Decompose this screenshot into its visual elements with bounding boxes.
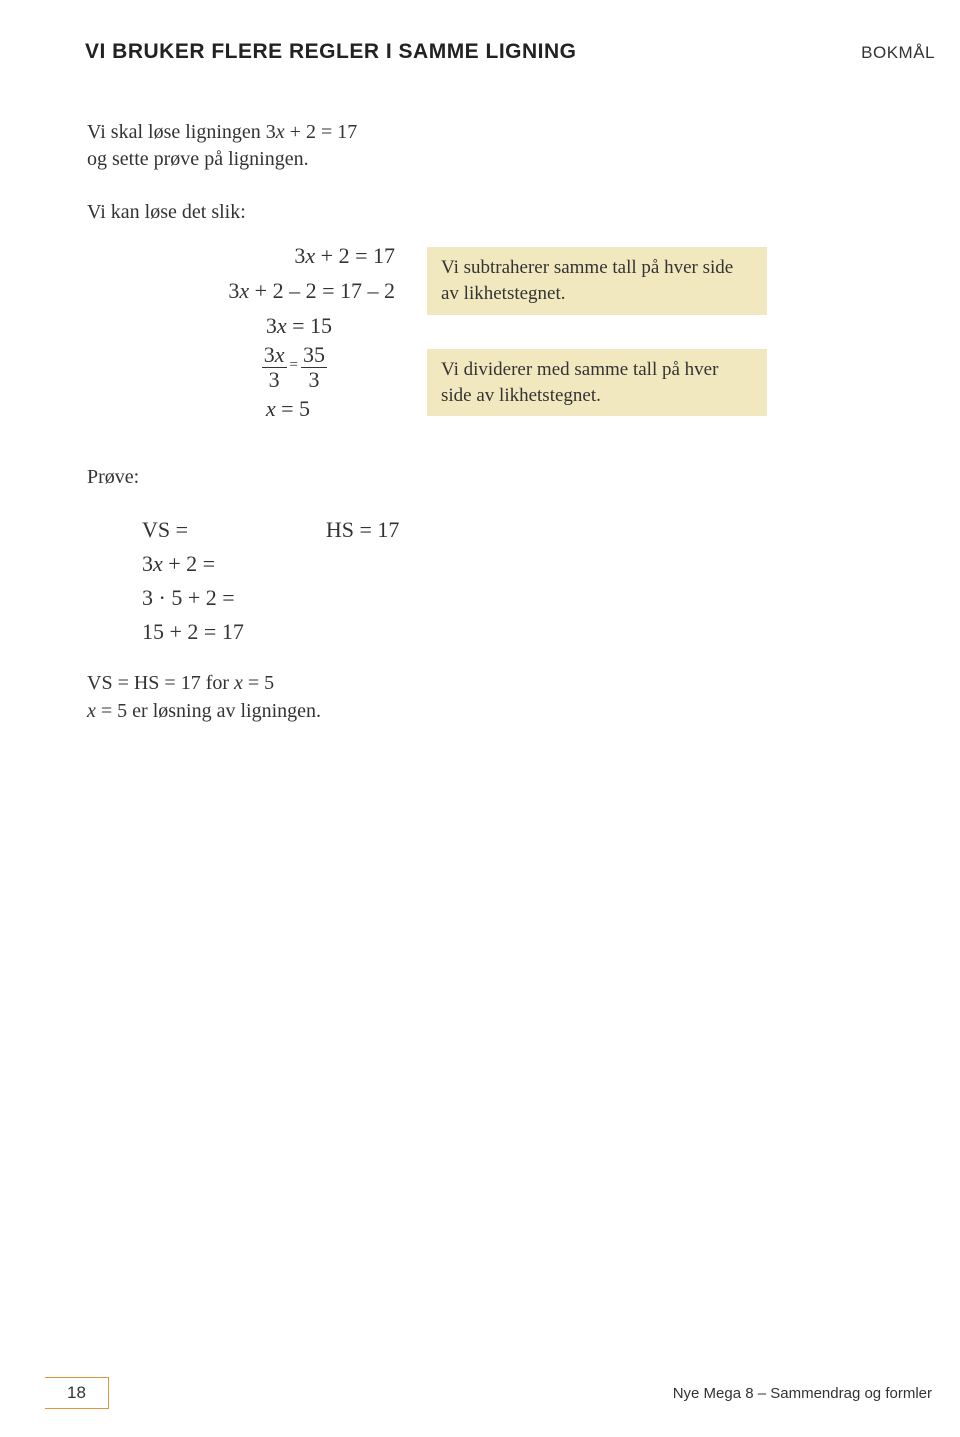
eq1-rest: + 2 = 17 [315, 243, 395, 268]
eq4-num-coeff: 3 [264, 342, 275, 367]
equation-line-1: 3x + 2 = 17 [135, 238, 395, 273]
conclusion-line1: VS = HS = 17 for x = 5 [87, 669, 905, 697]
prove-block: VS = 3x + 2 = 3 · 5 + 2 = 15 + 2 = 17 HS… [85, 511, 905, 651]
equation-line-4: 3x 3 = 35 3 [135, 344, 395, 391]
c1-prefix: VS = HS = 17 for [87, 672, 234, 694]
eq2-var: x [239, 278, 249, 303]
intro-paragraph: Vi skal løse ligningen 3x + 2 = 17 og se… [85, 119, 905, 173]
equation-line-3: 3x = 15 [135, 308, 395, 343]
eq3-coeff: 3 [266, 313, 277, 338]
eq2-coeff: 3 [228, 278, 239, 303]
language-label: BOKMÅL [861, 43, 935, 63]
page-title: VI BRUKER FLERE REGLER I SAMME LIGNING [85, 40, 577, 64]
eq4-right-fraction: 35 3 [301, 344, 327, 391]
intro-line1-var: x [276, 121, 285, 143]
explanation-notes: Vi subtraherer samme tall på hver side a… [427, 238, 905, 426]
eq4-num-var: x [275, 342, 285, 367]
worked-solution-row: 3x + 2 = 17 3x + 2 – 2 = 17 – 2 3x = 15 … [85, 238, 905, 426]
lead-text: Vi kan løse det slik: [85, 201, 905, 224]
vs1-rest: + 2 = [163, 551, 215, 576]
page-footer: 18 Nye Mega 8 – Sammendrag og formler [0, 1377, 960, 1409]
prove-table: VS = 3x + 2 = 3 · 5 + 2 = 15 + 2 = 17 HS… [140, 511, 481, 651]
hs-column: HS = 17 [326, 513, 480, 649]
vs1-coeff: 3 [142, 551, 153, 576]
eq1-coeff: 3 [294, 243, 305, 268]
vs1-var: x [153, 551, 163, 576]
equation-line-2: 3x + 2 – 2 = 17 – 2 [135, 273, 395, 308]
note-divide: Vi dividerer med samme tall på hver side… [427, 349, 767, 416]
conclusion-block: VS = HS = 17 for x = 5 x = 5 er løsning … [85, 669, 905, 725]
eq5-rest: = 5 [276, 396, 310, 421]
eq2-rest: + 2 – 2 = 17 – 2 [249, 278, 395, 303]
eq3-var: x [277, 313, 287, 338]
eq4-left-fraction: 3x 3 [262, 344, 287, 391]
hs-line: HS = 17 [326, 513, 400, 547]
vs-column: VS = 3x + 2 = 3 · 5 + 2 = 15 + 2 = 17 [142, 513, 324, 649]
c2-var: x [87, 700, 96, 722]
note-subtract: Vi subtraherer samme tall på hver side a… [427, 247, 767, 314]
vs-line1: 3x + 2 = [142, 547, 244, 581]
page-header: VI BRUKER FLERE REGLER I SAMME LIGNING B… [85, 40, 905, 64]
c1-var: x [234, 672, 243, 694]
c2-suffix: = 5 er løsning av ligningen. [96, 700, 321, 722]
equation-line-5: x = 5 [135, 391, 395, 426]
vs-head: VS = [142, 513, 244, 547]
eq1-var: x [305, 243, 315, 268]
intro-line1-suffix: + 2 = 17 [285, 121, 358, 143]
eq4-den-right: 3 [301, 368, 327, 391]
page: VI BRUKER FLERE REGLER I SAMME LIGNING B… [0, 0, 960, 1437]
prove-heading: Prøve: [85, 466, 905, 489]
eq4-equals: = [287, 357, 301, 373]
book-reference: Nye Mega 8 – Sammendrag og formler [673, 1385, 932, 1402]
eq5-var: x [266, 396, 276, 421]
vs-line3: 15 + 2 = 17 [142, 615, 244, 649]
page-number: 18 [45, 1377, 109, 1409]
equation-block: 3x + 2 = 17 3x + 2 – 2 = 17 – 2 3x = 15 … [85, 238, 395, 426]
intro-line2: og sette prøve på ligningen. [87, 148, 309, 170]
eq4-den-left: 3 [262, 368, 287, 391]
vs-line2: 3 · 5 + 2 = [142, 581, 244, 615]
intro-line1-prefix: Vi skal løse ligningen 3 [87, 121, 276, 143]
eq4-num-right: 35 [301, 344, 327, 368]
eq3-rest: = 15 [287, 313, 332, 338]
conclusion-line2: x = 5 er løsning av ligningen. [87, 697, 905, 725]
c1-suffix: = 5 [243, 672, 274, 694]
